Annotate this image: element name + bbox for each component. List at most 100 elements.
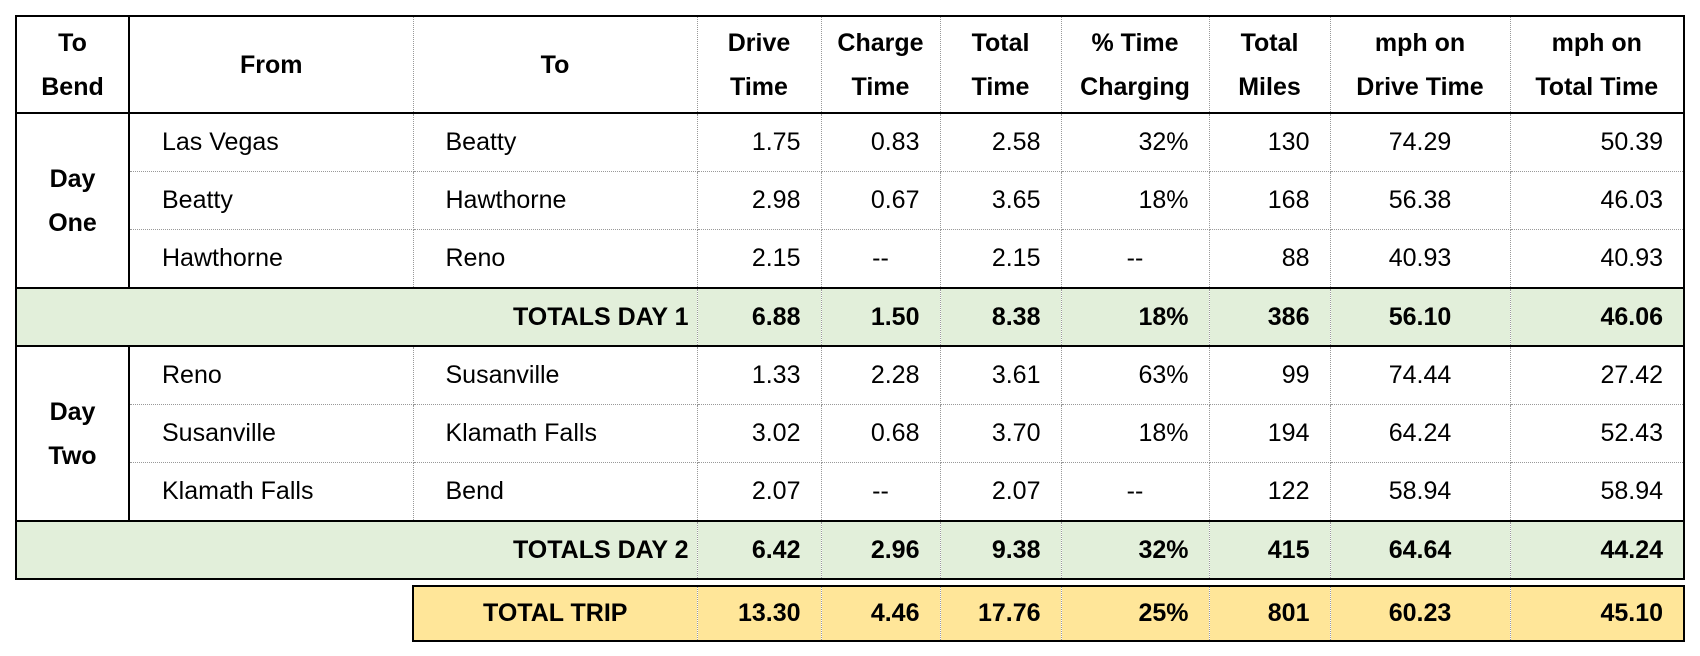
header-cell: Total Miles <box>1208 15 1331 114</box>
value-cell: 168 <box>1208 171 1331 230</box>
value-cell: -- <box>820 462 941 522</box>
value-cell: -- <box>1060 229 1210 289</box>
value-cell: 2.15 <box>939 229 1062 289</box>
value-cell: 40.93 <box>1509 229 1685 289</box>
table-body: To Bend From To Drive Time Charge Time Total Time… <box>15 15 1685 580</box>
value-cell: 0.67 <box>820 171 941 230</box>
header-cell: Charge Time <box>820 15 941 114</box>
value-cell: 3.02 <box>696 404 822 463</box>
header-line: Total Time <box>1535 72 1659 101</box>
value-cell: 40.93 <box>1329 229 1511 289</box>
header-line: From <box>240 50 303 79</box>
value-cell: 56.38 <box>1329 171 1511 230</box>
value-cell: 2.07 <box>939 462 1062 522</box>
totals-label: TOTALS DAY 2 <box>15 520 698 580</box>
place-cell: Beatty <box>412 112 698 172</box>
total-trip-value: 801 <box>1208 585 1331 642</box>
value-cell: 58.94 <box>1509 462 1685 522</box>
value-cell: 64.24 <box>1329 404 1511 463</box>
trip-table: To Bend From To Drive Time Charge Time Total Time… <box>15 15 1685 580</box>
header-line: Bend <box>41 72 104 101</box>
totals-value: 64.64 <box>1329 520 1511 580</box>
header-line: Time <box>971 72 1030 101</box>
value-cell: -- <box>1060 462 1210 522</box>
totals-value: 32% <box>1060 520 1210 580</box>
data-row: Klamath Falls Bend 2.07 -- 2.07 -- 122 58.94 58.… <box>16 462 1685 522</box>
header-line: Charging <box>1080 72 1190 101</box>
header-cell: mph on Total Time <box>1509 15 1685 114</box>
place-cell: Reno <box>128 345 414 405</box>
place-cell: Klamath Falls <box>412 404 698 463</box>
totals-value: 1.50 <box>820 287 941 347</box>
table-body: TOTAL TRIP 13.30 4.46 17.76 25% 801 60.23 45.10 <box>412 585 1685 642</box>
day-label: Day Two <box>15 345 130 522</box>
value-cell: 2.98 <box>696 171 822 230</box>
value-cell: 122 <box>1208 462 1331 522</box>
value-cell: 0.68 <box>820 404 941 463</box>
value-cell: 74.29 <box>1329 112 1511 172</box>
data-row: Beatty Hawthorne 2.98 0.67 3.65 18% 168 56.38 46… <box>16 171 1685 230</box>
total-trip-value: 60.23 <box>1329 585 1511 642</box>
totals-value: 46.06 <box>1509 287 1685 347</box>
total-trip-label: TOTAL TRIP <box>412 585 698 642</box>
value-cell: 2.15 <box>696 229 822 289</box>
header-line: To <box>58 28 87 57</box>
value-cell: 99 <box>1208 345 1331 405</box>
header-cell: % Time Charging <box>1060 15 1210 114</box>
value-cell: 27.42 <box>1509 345 1685 405</box>
header-cell: To Bend <box>15 15 130 114</box>
value-cell: 50.39 <box>1509 112 1685 172</box>
header-line: mph on <box>1551 28 1642 57</box>
value-cell: 18% <box>1060 404 1210 463</box>
total-trip-value: 13.30 <box>696 585 822 642</box>
value-cell: 3.70 <box>939 404 1062 463</box>
data-row: Hawthorne Reno 2.15 -- 2.15 -- 88 40.93 40.93 <box>16 229 1685 289</box>
place-cell: Susanville <box>412 345 698 405</box>
value-cell: 2.28 <box>820 345 941 405</box>
total-trip-row: TOTAL TRIP 13.30 4.46 17.76 25% 801 60.23 45.10 <box>412 585 1685 642</box>
data-row: Day Two Reno Susanville 1.33 2.28 3.61 63% 99 74… <box>15 345 1685 522</box>
value-cell: 52.43 <box>1509 404 1685 463</box>
value-cell: 18% <box>1060 171 1210 230</box>
header-line: Total <box>1240 28 1299 57</box>
totals-row: TOTALS DAY 1 6.88 1.50 8.38 18% 386 56.10 46.06 <box>15 287 1685 347</box>
value-cell: 63% <box>1060 345 1210 405</box>
header-line: mph on <box>1374 28 1466 57</box>
value-cell: 0.83 <box>820 112 941 172</box>
day-label: Day One <box>15 112 130 289</box>
header-line: Drive <box>727 28 791 57</box>
data-row: Day One Las Vegas Beatty 1.75 0.83 2.58 32% 130… <box>15 112 1685 289</box>
total-trip-table: TOTAL TRIP 13.30 4.46 17.76 25% 801 60.23 45.10 <box>412 585 1685 642</box>
place-cell: Bend <box>412 462 698 522</box>
value-cell: 194 <box>1208 404 1331 463</box>
value-cell: 130 <box>1208 112 1331 172</box>
totals-value: 415 <box>1208 520 1331 580</box>
header-line: % Time <box>1091 28 1179 57</box>
place-cell: Hawthorne <box>412 171 698 230</box>
value-cell: 88 <box>1208 229 1331 289</box>
value-cell: 58.94 <box>1329 462 1511 522</box>
totals-value: 6.88 <box>696 287 822 347</box>
value-cell: 32% <box>1060 112 1210 172</box>
header-line: Charge <box>837 28 924 57</box>
total-trip-value: 17.76 <box>939 585 1062 642</box>
totals-value: 18% <box>1060 287 1210 347</box>
header-cell: Drive Time <box>696 15 822 114</box>
header-line: To <box>540 50 570 79</box>
value-cell: -- <box>820 229 941 289</box>
place-cell: Las Vegas <box>128 112 414 172</box>
header-cell: To <box>412 15 698 114</box>
place-cell: Susanville <box>128 404 414 463</box>
header-row: To Bend From To Drive Time Charge Time Total Time… <box>15 15 1685 114</box>
value-cell: 2.58 <box>939 112 1062 172</box>
totals-value: 44.24 <box>1509 520 1685 580</box>
place-cell: Hawthorne <box>128 229 414 289</box>
header-cell: Total Time <box>939 15 1062 114</box>
place-cell: Reno <box>412 229 698 289</box>
header-cell: mph on Drive Time <box>1329 15 1511 114</box>
header-line: Time <box>851 72 910 101</box>
totals-value: 8.38 <box>939 287 1062 347</box>
totals-row: TOTALS DAY 2 6.42 2.96 9.38 32% 415 64.64 44.24 <box>15 520 1685 580</box>
data-row: Susanville Klamath Falls 3.02 0.68 3.70 18% 19… <box>16 404 1685 463</box>
